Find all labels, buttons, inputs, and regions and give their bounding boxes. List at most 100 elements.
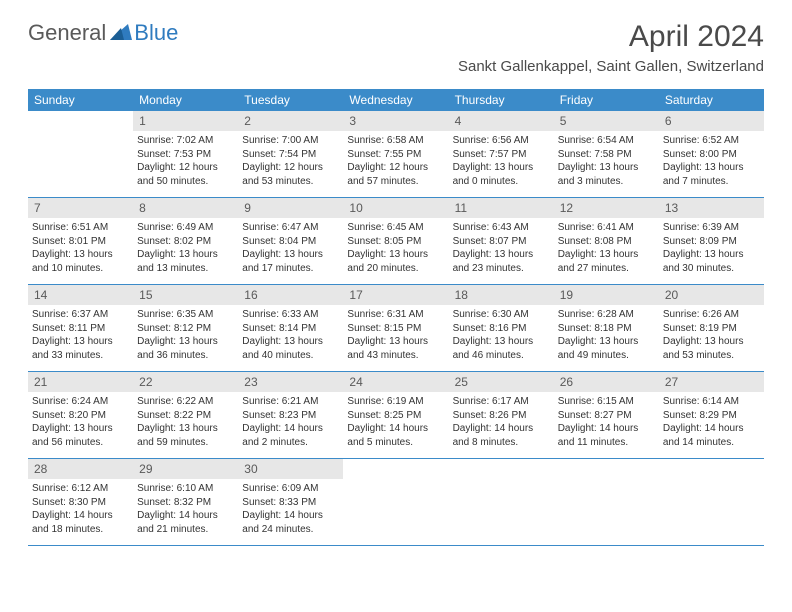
week-row: 21Sunrise: 6:24 AMSunset: 8:20 PMDayligh…	[28, 372, 764, 459]
sunrise-text: Sunrise: 6:41 AM	[558, 221, 655, 235]
sunrise-text: Sunrise: 7:02 AM	[137, 134, 234, 148]
sunrise-text: Sunrise: 6:09 AM	[242, 482, 339, 496]
daylight-text: Daylight: 13 hours and 23 minutes.	[453, 248, 550, 275]
sunset-text: Sunset: 7:57 PM	[453, 148, 550, 162]
sunrise-text: Sunrise: 6:10 AM	[137, 482, 234, 496]
day-number: 18	[449, 285, 554, 305]
sunrise-text: Sunrise: 6:58 AM	[347, 134, 444, 148]
sunset-text: Sunset: 7:53 PM	[137, 148, 234, 162]
sunrise-text: Sunrise: 6:47 AM	[242, 221, 339, 235]
location: Sankt Gallenkappel, Saint Gallen, Switze…	[458, 58, 764, 75]
day-cell	[554, 459, 659, 545]
day-cell: 14Sunrise: 6:37 AMSunset: 8:11 PMDayligh…	[28, 285, 133, 371]
daylight-text: Daylight: 12 hours and 57 minutes.	[347, 161, 444, 188]
sunset-text: Sunset: 8:26 PM	[453, 409, 550, 423]
day-number: 20	[659, 285, 764, 305]
day-number: 2	[238, 111, 343, 131]
day-number: 9	[238, 198, 343, 218]
daylight-text: Daylight: 13 hours and 13 minutes.	[137, 248, 234, 275]
day-number: 19	[554, 285, 659, 305]
week-row: 28Sunrise: 6:12 AMSunset: 8:30 PMDayligh…	[28, 459, 764, 546]
daylight-text: Daylight: 14 hours and 14 minutes.	[663, 422, 760, 449]
sunrise-text: Sunrise: 6:17 AM	[453, 395, 550, 409]
daylight-text: Daylight: 14 hours and 11 minutes.	[558, 422, 655, 449]
daylight-text: Daylight: 13 hours and 20 minutes.	[347, 248, 444, 275]
daylight-text: Daylight: 13 hours and 43 minutes.	[347, 335, 444, 362]
day-number: 8	[133, 198, 238, 218]
sunrise-text: Sunrise: 6:21 AM	[242, 395, 339, 409]
daylight-text: Daylight: 13 hours and 10 minutes.	[32, 248, 129, 275]
logo-text-blue: Blue	[134, 20, 178, 46]
day-cell: 18Sunrise: 6:30 AMSunset: 8:16 PMDayligh…	[449, 285, 554, 371]
sunset-text: Sunset: 8:32 PM	[137, 496, 234, 510]
sunset-text: Sunset: 7:58 PM	[558, 148, 655, 162]
daylight-text: Daylight: 13 hours and 36 minutes.	[137, 335, 234, 362]
sunrise-text: Sunrise: 6:43 AM	[453, 221, 550, 235]
sunset-text: Sunset: 8:20 PM	[32, 409, 129, 423]
sunrise-text: Sunrise: 6:19 AM	[347, 395, 444, 409]
daylight-text: Daylight: 14 hours and 21 minutes.	[137, 509, 234, 536]
sunset-text: Sunset: 8:14 PM	[242, 322, 339, 336]
day-number: 15	[133, 285, 238, 305]
day-number: 3	[343, 111, 448, 131]
sunset-text: Sunset: 8:33 PM	[242, 496, 339, 510]
sunrise-text: Sunrise: 6:45 AM	[347, 221, 444, 235]
sunrise-text: Sunrise: 6:56 AM	[453, 134, 550, 148]
daylight-text: Daylight: 13 hours and 56 minutes.	[32, 422, 129, 449]
daylight-text: Daylight: 13 hours and 46 minutes.	[453, 335, 550, 362]
week-row: 14Sunrise: 6:37 AMSunset: 8:11 PMDayligh…	[28, 285, 764, 372]
day-cell: 13Sunrise: 6:39 AMSunset: 8:09 PMDayligh…	[659, 198, 764, 284]
day-header: Sunday	[28, 89, 133, 111]
day-cell: 6Sunrise: 6:52 AMSunset: 8:00 PMDaylight…	[659, 111, 764, 197]
sunrise-text: Sunrise: 6:54 AM	[558, 134, 655, 148]
day-number: 14	[28, 285, 133, 305]
daylight-text: Daylight: 14 hours and 2 minutes.	[242, 422, 339, 449]
sunset-text: Sunset: 7:55 PM	[347, 148, 444, 162]
day-number: 28	[28, 459, 133, 479]
day-number: 16	[238, 285, 343, 305]
sunrise-text: Sunrise: 6:49 AM	[137, 221, 234, 235]
day-cell: 16Sunrise: 6:33 AMSunset: 8:14 PMDayligh…	[238, 285, 343, 371]
day-cell: 20Sunrise: 6:26 AMSunset: 8:19 PMDayligh…	[659, 285, 764, 371]
day-cell: 21Sunrise: 6:24 AMSunset: 8:20 PMDayligh…	[28, 372, 133, 458]
month-title: April 2024	[458, 20, 764, 54]
daylight-text: Daylight: 12 hours and 50 minutes.	[137, 161, 234, 188]
sunrise-text: Sunrise: 6:26 AM	[663, 308, 760, 322]
daylight-text: Daylight: 13 hours and 7 minutes.	[663, 161, 760, 188]
day-cell: 19Sunrise: 6:28 AMSunset: 8:18 PMDayligh…	[554, 285, 659, 371]
day-number: 1	[133, 111, 238, 131]
daylight-text: Daylight: 12 hours and 53 minutes.	[242, 161, 339, 188]
day-number: 30	[238, 459, 343, 479]
day-number: 10	[343, 198, 448, 218]
logo-text-general: General	[28, 20, 106, 46]
sunrise-text: Sunrise: 6:39 AM	[663, 221, 760, 235]
sunrise-text: Sunrise: 6:52 AM	[663, 134, 760, 148]
day-number: 27	[659, 372, 764, 392]
day-number: 12	[554, 198, 659, 218]
daylight-text: Daylight: 13 hours and 40 minutes.	[242, 335, 339, 362]
sunset-text: Sunset: 8:01 PM	[32, 235, 129, 249]
sunset-text: Sunset: 8:11 PM	[32, 322, 129, 336]
day-cell: 8Sunrise: 6:49 AMSunset: 8:02 PMDaylight…	[133, 198, 238, 284]
day-cell: 22Sunrise: 6:22 AMSunset: 8:22 PMDayligh…	[133, 372, 238, 458]
day-cell: 12Sunrise: 6:41 AMSunset: 8:08 PMDayligh…	[554, 198, 659, 284]
day-header-row: Sunday Monday Tuesday Wednesday Thursday…	[28, 89, 764, 111]
week-row: 1Sunrise: 7:02 AMSunset: 7:53 PMDaylight…	[28, 111, 764, 198]
logo-triangle-icon	[110, 22, 132, 45]
day-cell: 26Sunrise: 6:15 AMSunset: 8:27 PMDayligh…	[554, 372, 659, 458]
sunset-text: Sunset: 8:23 PM	[242, 409, 339, 423]
daylight-text: Daylight: 13 hours and 3 minutes.	[558, 161, 655, 188]
sunset-text: Sunset: 8:27 PM	[558, 409, 655, 423]
day-cell: 9Sunrise: 6:47 AMSunset: 8:04 PMDaylight…	[238, 198, 343, 284]
sunrise-text: Sunrise: 6:12 AM	[32, 482, 129, 496]
day-cell: 4Sunrise: 6:56 AMSunset: 7:57 PMDaylight…	[449, 111, 554, 197]
sunrise-text: Sunrise: 6:51 AM	[32, 221, 129, 235]
day-cell: 23Sunrise: 6:21 AMSunset: 8:23 PMDayligh…	[238, 372, 343, 458]
day-number: 7	[28, 198, 133, 218]
day-cell: 29Sunrise: 6:10 AMSunset: 8:32 PMDayligh…	[133, 459, 238, 545]
day-cell	[449, 459, 554, 545]
day-cell: 11Sunrise: 6:43 AMSunset: 8:07 PMDayligh…	[449, 198, 554, 284]
sunset-text: Sunset: 8:15 PM	[347, 322, 444, 336]
logo: General Blue	[28, 20, 178, 46]
day-header: Monday	[133, 89, 238, 111]
